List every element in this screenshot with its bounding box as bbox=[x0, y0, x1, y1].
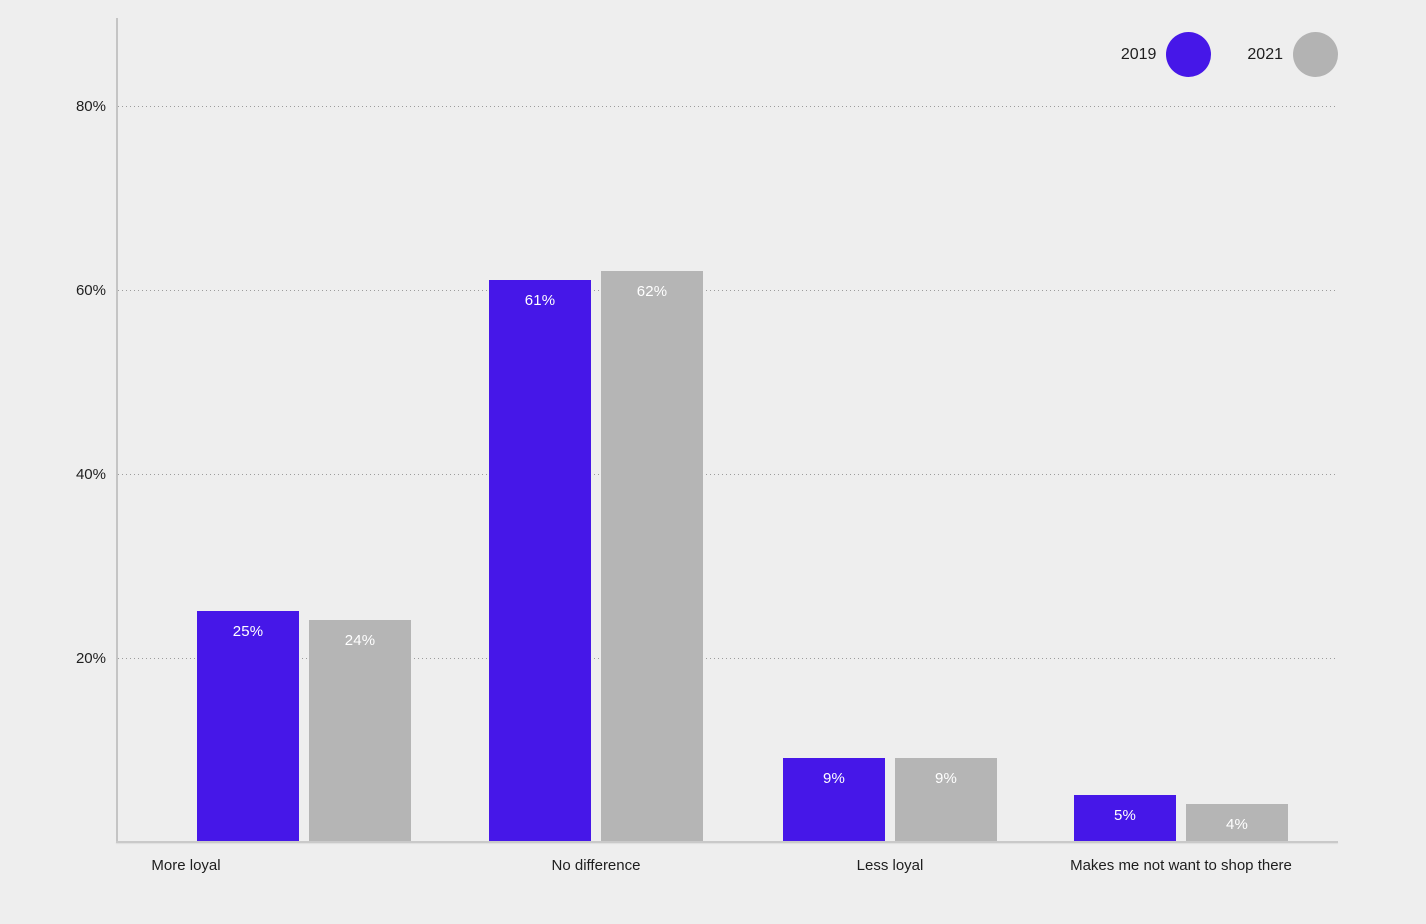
bar-value-label: 9% bbox=[934, 770, 958, 787]
bar-2019-not-want-to-shop: 5% bbox=[1074, 795, 1176, 841]
x-axis bbox=[116, 841, 1338, 843]
bar-value-label: 9% bbox=[822, 770, 846, 787]
legend: 2019 2021 bbox=[1121, 32, 1338, 77]
gridline-80 bbox=[118, 106, 1338, 107]
bar-2019-less-loyal: 9% bbox=[783, 758, 885, 841]
bar-2021-not-want-to-shop: 4% bbox=[1186, 804, 1288, 841]
bar-2021-less-loyal: 9% bbox=[895, 758, 997, 841]
legend-dot-2019-icon bbox=[1166, 32, 1212, 77]
x-axis-label-not-want-to-shop: Makes me not want to shop there bbox=[1070, 857, 1292, 874]
gridline-20 bbox=[118, 658, 1338, 659]
bar-value-label: 4% bbox=[1225, 816, 1249, 833]
bar-2019-no-difference: 61% bbox=[489, 280, 591, 841]
bar-2019-more-loyal: 25% bbox=[197, 611, 299, 841]
bar-value-label: 61% bbox=[524, 292, 556, 309]
gridline-40 bbox=[118, 474, 1338, 475]
legend-item-2019: 2019 bbox=[1121, 32, 1212, 77]
bar-group-not-want-to-shop: 5% 4% bbox=[1074, 795, 1288, 841]
plot-area: 25% 24% 61% 62% 9% 9% 5% bbox=[118, 18, 1338, 841]
bar-group-no-difference: 61% 62% bbox=[489, 271, 703, 841]
bar-value-label: 5% bbox=[1113, 807, 1137, 824]
x-axis-label-less-loyal: Less loyal bbox=[856, 857, 924, 874]
gridline-60 bbox=[118, 290, 1338, 291]
bar-group-less-loyal: 9% 9% bbox=[783, 758, 997, 841]
y-axis-label-80: 80% bbox=[75, 98, 106, 115]
bar-2021-no-difference: 62% bbox=[601, 271, 703, 841]
bar-value-label: 62% bbox=[636, 283, 668, 300]
bar-value-label: 24% bbox=[344, 632, 376, 649]
legend-dot-2021-icon bbox=[1293, 32, 1338, 77]
y-axis-label-60: 60% bbox=[75, 282, 106, 299]
legend-label-2021: 2021 bbox=[1247, 45, 1283, 63]
legend-label-2019: 2019 bbox=[1120, 45, 1157, 63]
x-axis-label-more-loyal: More loyal bbox=[151, 857, 221, 874]
bar-2021-more-loyal: 24% bbox=[309, 620, 411, 841]
y-axis-label-40: 40% bbox=[75, 466, 106, 483]
x-axis-label-no-difference: No difference bbox=[551, 857, 641, 874]
legend-item-2021: 2021 bbox=[1247, 32, 1338, 77]
y-axis-label-20: 20% bbox=[75, 650, 106, 667]
bar-group-more-loyal: 25% 24% bbox=[197, 611, 411, 841]
y-axis bbox=[116, 18, 118, 843]
bar-value-label: 25% bbox=[232, 623, 264, 640]
